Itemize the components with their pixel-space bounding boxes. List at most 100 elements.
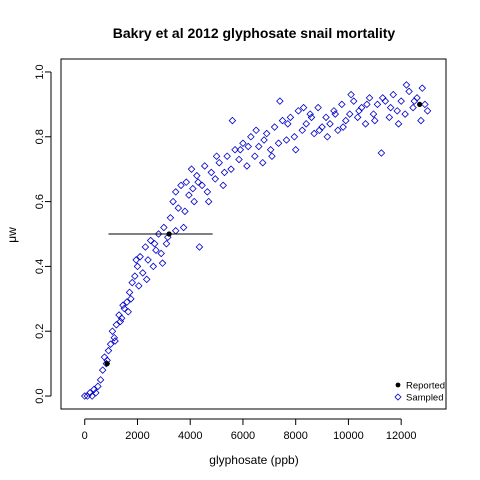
sampled-point: [294, 107, 303, 115]
sampled-point: [198, 181, 206, 190]
sampled-point: [96, 376, 105, 384]
sampled-point: [270, 123, 279, 131]
x-tick-label: 2000: [125, 430, 149, 442]
x-tick-label: 0: [82, 430, 88, 442]
y-tick-label: 0.8: [34, 129, 46, 144]
sampled-point: [111, 337, 119, 345]
sampled-point: [378, 94, 387, 102]
sampled-point: [284, 120, 292, 128]
sampled-point: [136, 252, 144, 261]
sampled-point: [244, 142, 252, 151]
sampled-point: [386, 103, 395, 112]
sampled-point: [322, 113, 330, 122]
sampled-point: [393, 107, 401, 115]
sampled-point: [92, 389, 100, 397]
x-tick-label: 12000: [386, 430, 417, 442]
sampled-point: [166, 214, 175, 222]
sampled-point: [220, 168, 229, 177]
sampled-point: [418, 84, 427, 92]
sampled-point: [131, 272, 139, 280]
sampled-point: [402, 81, 411, 89]
sampled-point: [278, 116, 287, 125]
sampled-point: [171, 188, 180, 196]
sampled-point: [117, 314, 126, 323]
sampled-point: [86, 389, 94, 397]
sampled-point: [141, 243, 150, 251]
sampled-point: [112, 320, 121, 329]
sampled-point: [310, 129, 318, 138]
sampled-point: [274, 139, 283, 148]
sampled-point: [171, 226, 180, 235]
sampled-point: [169, 197, 177, 206]
sampled-point: [290, 133, 299, 141]
sampled-point: [98, 366, 107, 374]
sampled-point: [106, 340, 115, 348]
sampled-point: [298, 126, 307, 135]
sampled-point: [262, 129, 271, 138]
sampled-point: [315, 126, 324, 135]
x-axis-label: glyphosate (ppb): [209, 453, 298, 467]
sampled-point: [127, 295, 135, 303]
sampled-point: [417, 116, 425, 125]
x-tick-label: 4000: [178, 430, 202, 442]
sampled-point: [203, 188, 212, 196]
sampled-point: [255, 142, 263, 151]
sampled-point: [160, 223, 168, 232]
sampled-point: [212, 152, 221, 160]
legend-reported-label: Reported: [406, 381, 445, 392]
sampled-point: [286, 113, 295, 122]
sampled-point: [266, 145, 275, 154]
sampled-point: [146, 236, 155, 245]
sampled-point: [94, 382, 102, 391]
sampled-point: [251, 152, 259, 160]
sampled-point: [179, 223, 188, 232]
sampled-point: [291, 145, 300, 154]
sampled-point: [252, 126, 260, 135]
sampled-point: [219, 181, 227, 190]
sampled-point: [239, 139, 247, 148]
sampled-point: [306, 110, 314, 118]
sampled-point: [185, 191, 193, 199]
sampled-point: [394, 120, 403, 128]
sampled-point: [421, 100, 429, 109]
sampled-point: [330, 107, 338, 115]
sampled-point: [204, 197, 213, 206]
legend-sampled-label: Sampled: [406, 393, 444, 404]
sampled-point: [177, 181, 185, 190]
sampled-point: [133, 262, 142, 271]
sampled-point: [132, 256, 140, 264]
sampled-point: [268, 152, 276, 160]
sampled-point: [282, 136, 291, 144]
sampled-point: [149, 262, 158, 271]
x-tick-label: 8000: [283, 430, 307, 442]
sampled-point: [162, 239, 171, 248]
sampled-point: [154, 230, 163, 238]
sampled-point: [410, 97, 419, 105]
sampled-point: [181, 207, 189, 216]
sampled-point: [377, 149, 386, 157]
chart-title: Bakry et al 2012 glyphosate snail mortal…: [113, 25, 396, 41]
sampled-point: [190, 197, 198, 206]
sampled-point: [128, 278, 136, 287]
sampled-point: [80, 392, 89, 400]
x-tick-label: 10000: [333, 430, 364, 442]
sampled-point: [124, 308, 133, 316]
sampled-point: [307, 113, 316, 122]
sampled-point: [150, 239, 159, 248]
sampled-point: [123, 298, 131, 306]
sampled-point: [334, 126, 342, 135]
sampled-point: [405, 87, 413, 96]
sampled-point: [200, 162, 209, 170]
sampled-point: [323, 133, 332, 141]
y-axis-label: μw: [5, 227, 19, 243]
sampled-point: [342, 116, 350, 125]
sampled-point: [223, 152, 231, 160]
sampled-point: [355, 107, 363, 115]
sampled-point: [401, 110, 409, 118]
sampled-point: [235, 155, 243, 164]
sampled-point: [158, 259, 167, 267]
sampled-point: [423, 107, 432, 115]
y-axis: 0.0 0.2 0.4 0.6 0.8 1.0: [34, 64, 52, 404]
sampled-point: [231, 145, 239, 154]
